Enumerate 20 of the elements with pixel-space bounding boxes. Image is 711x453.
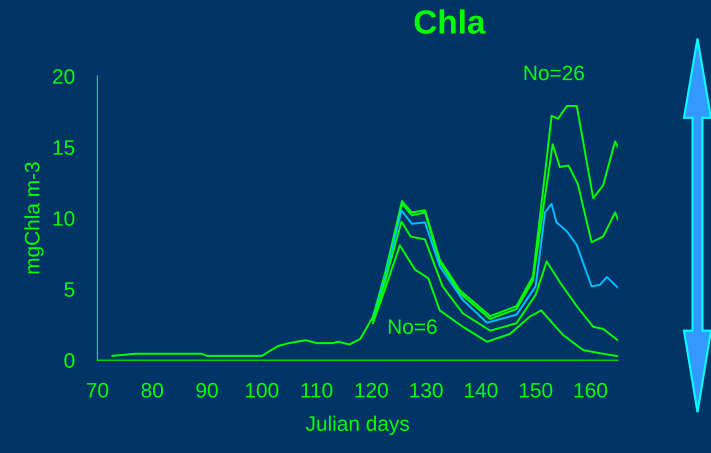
y-tick-label: 0 <box>64 353 74 368</box>
x-tick-label: 90 <box>196 382 218 398</box>
annotation: No=26 <box>524 66 584 80</box>
x-tick-label: 80 <box>142 382 163 398</box>
x-tick-label: 160 <box>574 382 608 398</box>
y-tick-label: 5 <box>64 282 74 297</box>
x-tick-label: 150 <box>520 382 552 398</box>
annotation: No=6 <box>388 319 437 334</box>
x-axis-title: Julian days <box>306 416 409 436</box>
y-tick-label: 20 <box>53 69 74 84</box>
y-axis-title: mgChla m-3 <box>24 162 44 274</box>
x-tick-label: 120 <box>356 382 388 398</box>
y-tick-label: 15 <box>54 140 74 155</box>
x-tick-label: 130 <box>410 382 443 398</box>
y-tick-label: 10 <box>54 211 74 226</box>
x-tick-label: 70 <box>86 382 108 398</box>
x-tick-label: 140 <box>465 382 498 398</box>
x-tick-label: 100 <box>246 382 278 398</box>
chart-title: Chla <box>414 9 486 34</box>
x-tick-label: 110 <box>302 382 332 398</box>
